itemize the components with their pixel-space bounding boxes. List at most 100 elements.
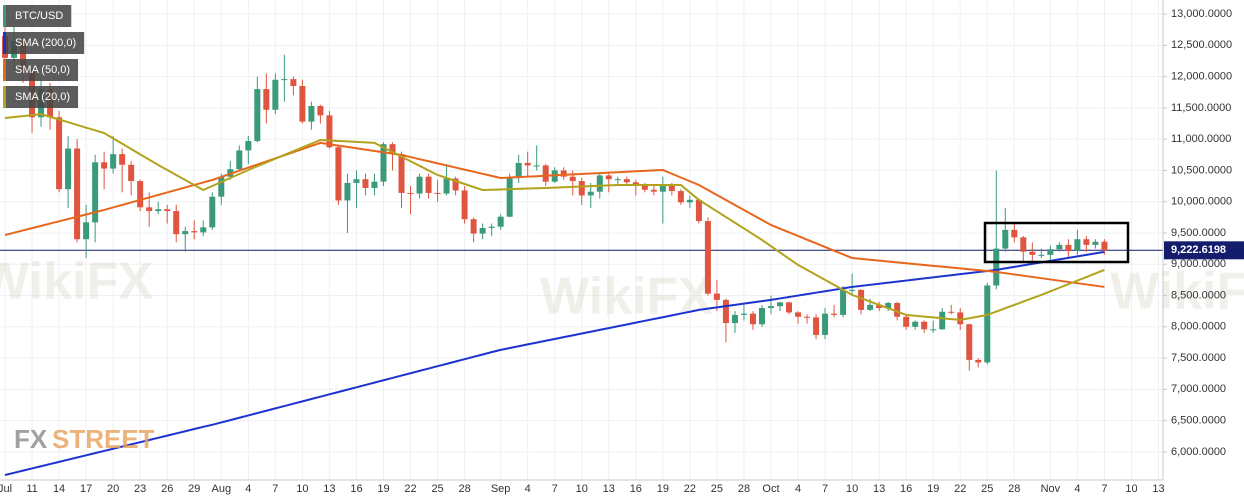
grid: [0, 0, 1163, 480]
candle-body: [1101, 241, 1108, 251]
candle-body: [623, 179, 630, 183]
candle-body: [524, 162, 531, 166]
candle-body: [335, 147, 342, 201]
candle-body: [1011, 229, 1018, 238]
x-tick-label: 25: [981, 483, 993, 495]
candle-body: [497, 216, 504, 227]
candle-body: [56, 117, 63, 190]
x-tick-label: 4: [1074, 483, 1080, 495]
y-tick-label: 9,500.0000: [1171, 227, 1226, 239]
candle-body: [290, 79, 297, 86]
x-tick-label: 23: [134, 483, 146, 495]
candle-body: [912, 321, 919, 327]
x-tick-label: 11: [26, 483, 37, 495]
x-tick-label: 13: [603, 483, 615, 495]
candle-body: [795, 312, 802, 317]
x-tick-label: 25: [711, 483, 723, 495]
candle-body: [1029, 251, 1036, 255]
candle-body: [632, 182, 639, 186]
legend-item: SMA (50,0): [3, 59, 79, 81]
highlight-box: [983, 221, 1130, 264]
x-tick-label: 20: [107, 483, 119, 495]
y-tick-label: 7,500.0000: [1171, 352, 1226, 364]
candle-body: [876, 304, 883, 309]
candle-body: [686, 199, 693, 203]
candle-body: [966, 324, 973, 360]
legend-label: SMA (20,0): [15, 91, 70, 103]
legend-swatch: [3, 5, 6, 27]
candle-body: [596, 175, 603, 192]
candle-body: [479, 227, 486, 234]
candle-body: [921, 321, 928, 330]
legend-bg: [3, 32, 85, 54]
watermark: WikiFX: [540, 268, 713, 326]
candle-body: [993, 248, 1000, 286]
candle-body: [452, 178, 459, 191]
x-tick-label: 7: [552, 483, 558, 495]
candle-body: [155, 209, 162, 212]
candle-body: [416, 176, 423, 194]
y-tick-label: 7,000.0000: [1171, 383, 1226, 395]
candle-body: [749, 313, 756, 325]
candle-body: [569, 176, 576, 182]
candle-body: [605, 175, 612, 180]
x-tick-label: 10: [846, 483, 858, 495]
x-tick-label: 22: [684, 483, 696, 495]
x-tick-label: 4: [795, 483, 801, 495]
legend-bg: [3, 59, 79, 81]
candle-body: [281, 79, 288, 81]
watermark: WikiFX: [0, 253, 153, 311]
candle-body: [695, 199, 702, 222]
legend-item: SMA (20,0): [3, 86, 79, 108]
legend-label: SMA (200,0): [15, 37, 76, 49]
candle-body: [903, 316, 910, 327]
candle-body: [326, 115, 333, 148]
candle-body: [506, 177, 513, 217]
watermark: WikiFX: [1110, 263, 1244, 321]
candle-body: [858, 289, 865, 310]
candle-body: [380, 144, 387, 182]
candle-body: [146, 207, 153, 212]
candle-body: [939, 311, 946, 330]
x-tick-label: 16: [350, 483, 362, 495]
y-tick-label: 10,000.0000: [1171, 196, 1232, 208]
candle-body: [515, 162, 522, 178]
sma-line: [4, 250, 1105, 476]
logo-fx: FX: [14, 424, 48, 454]
x-tick-label: 4: [525, 483, 531, 495]
candle-body: [173, 211, 180, 235]
candle-body: [92, 162, 99, 223]
x-tick-label: Jul: [0, 483, 12, 495]
candle-body: [930, 329, 937, 331]
sma-line: [4, 141, 1105, 288]
y-tick-label: 11,000.0000: [1171, 133, 1231, 145]
x-tick-label: 17: [80, 483, 92, 495]
candle-body: [813, 317, 820, 335]
y-tick-label: 12,000.0000: [1171, 71, 1232, 83]
candle-body: [182, 231, 189, 235]
candle-body: [1074, 239, 1081, 252]
candle-body: [542, 165, 549, 182]
y-tick-label: 6,500.0000: [1171, 414, 1226, 426]
plot: WikiFX WikiFX WikiFX: [0, 20, 1244, 476]
candle-body: [389, 144, 396, 155]
candle-body: [425, 176, 432, 193]
x-tick-label: 19: [927, 483, 939, 495]
x-tick-label: 10: [1125, 483, 1137, 495]
candle-body: [677, 191, 684, 203]
candle-body: [822, 313, 829, 335]
legend: BTC/USD SMA (200,0) SMA (50,0) SMA (20,0): [3, 5, 85, 108]
candle-body: [722, 299, 729, 324]
y-tick-label: 6,000.0000: [1171, 446, 1226, 458]
candle-body: [777, 302, 784, 307]
candle-body: [434, 192, 441, 194]
x-tick-label: Sep: [491, 483, 511, 495]
x-tick-label: 14: [53, 483, 65, 495]
x-tick-label: 19: [657, 483, 669, 495]
candle-body: [740, 313, 747, 315]
candle-body: [614, 179, 621, 181]
candle-body: [371, 181, 378, 188]
x-tick-label: 10: [296, 483, 308, 495]
x-tick-label: 28: [458, 483, 470, 495]
